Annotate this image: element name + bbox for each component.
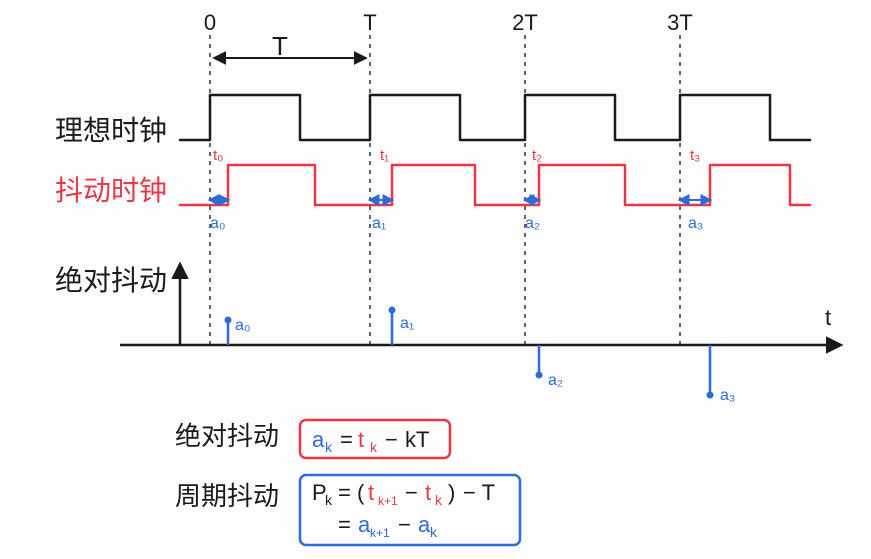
jitter-sample-label: a₂: [548, 372, 563, 389]
abs-formula-part: a: [312, 427, 325, 452]
period-formula-part: k: [435, 492, 443, 508]
abs-formula-part: k: [370, 439, 378, 455]
jitter-offset-label: a₀: [210, 215, 226, 232]
period-formula-part: k: [325, 492, 333, 508]
period-formula-part: −: [405, 480, 418, 505]
time-label: 2T: [512, 10, 538, 35]
edge-time-label: t₁: [380, 147, 389, 164]
jitter-clock-wave: [180, 165, 810, 205]
period-formula-part: k: [430, 524, 438, 540]
jitter-clock-label: 抖动时钟: [55, 175, 167, 206]
jitter-offset-label: a₃: [688, 215, 703, 232]
abs-caption: 绝对抖动: [175, 421, 279, 451]
jitter-sample-dot: [225, 317, 232, 324]
abs-formula-part: k: [325, 439, 333, 455]
t-axis-label: t: [825, 305, 831, 330]
time-label: T: [363, 10, 376, 35]
abs-jitter-axis-label: 绝对抖动: [55, 265, 167, 296]
jitter-offset-label: a₁: [372, 215, 386, 232]
time-label: 3T: [667, 10, 693, 35]
period-formula-part: t: [368, 480, 374, 505]
period-formula-part: =: [338, 512, 351, 537]
jitter-sample-dot: [536, 372, 543, 379]
time-label: 0: [204, 10, 216, 35]
period-formula-part: k+1: [370, 526, 390, 540]
edge-time-label: t₀: [213, 147, 223, 164]
edge-time-label: t₃: [690, 147, 700, 164]
period-formula-part: −: [398, 512, 411, 537]
period-formula-part: ): [448, 480, 455, 505]
period-caption: 周期抖动: [175, 481, 279, 511]
edge-time-label: t₂: [532, 147, 542, 164]
period-label: T: [272, 31, 288, 61]
abs-formula-part: −: [385, 427, 398, 452]
jitter-offset-label: a₂: [525, 215, 540, 232]
period-formula-part: t: [425, 480, 431, 505]
abs-formula-part: =: [340, 427, 353, 452]
jitter-sample-label: a₃: [720, 387, 735, 404]
clock-jitter-diagram: 0 T 2T 3T T 理想时钟抖动时钟 t₀ t₁ t₂ t₃ a₀ a₁ a₂ a₃ 绝对抖动 t a₀ a₁…: [0, 0, 871, 559]
jitter-sample-dot: [707, 392, 714, 399]
abs-formula-part: kT: [405, 427, 429, 452]
ideal-clock-label: 理想时钟: [55, 115, 167, 146]
abs-formula-part: t: [358, 427, 364, 452]
period-formula-part: k+1: [378, 494, 398, 508]
period-formula-part: − T: [463, 480, 495, 505]
jitter-sample-label: a₀: [235, 317, 251, 334]
jitter-sample-label: a₁: [400, 315, 414, 332]
period-formula-part: = (: [338, 480, 365, 505]
jitter-sample-dot: [389, 307, 396, 314]
ideal-clock-wave: [180, 95, 810, 140]
